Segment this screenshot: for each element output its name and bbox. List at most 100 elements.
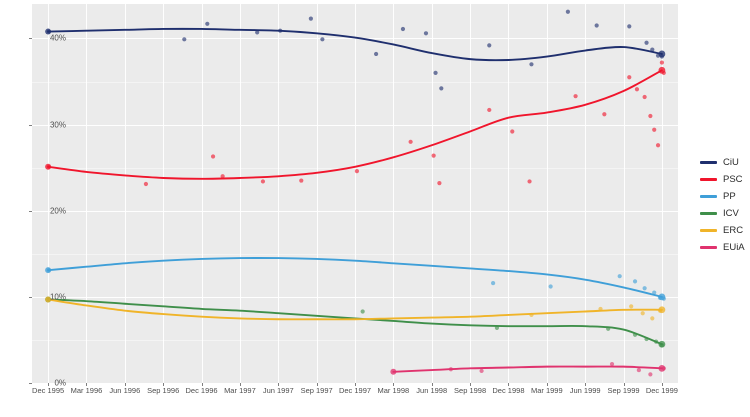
x-axis-tick-label: Jun 1998: [416, 386, 448, 395]
scatter-point-ciu: [255, 30, 260, 35]
x-axis-tick-mark: [508, 383, 510, 386]
x-axis-tick-label: Mar 1997: [224, 386, 256, 395]
gridline-x-mar-1999: [546, 4, 548, 383]
x-axis-tick-label: Dec 1999: [645, 386, 678, 395]
gridline-x-sep-1997: [316, 4, 318, 383]
legend-item-ciu[interactable]: CiU: [700, 157, 745, 168]
scatter-point-psc: [408, 139, 413, 144]
scatter-point-ciu: [374, 51, 379, 57]
scatter-point-psc: [659, 60, 664, 65]
x-axis-tick-label: Dec 1997: [338, 386, 372, 395]
scatter-point-euia: [636, 367, 641, 373]
trend-lines-group: [47, 27, 663, 373]
trend-line-erc: [47, 298, 663, 321]
legend-swatch-icon: [700, 161, 717, 164]
y-axis-tick-mark: [29, 296, 32, 298]
y-axis-tick-label: 0%: [54, 378, 66, 388]
scatter-point-psc: [627, 75, 632, 80]
x-axis-tick-label: Mar 1999: [530, 386, 563, 395]
legend-item-pp[interactable]: PP: [700, 191, 745, 202]
legend-item-erc[interactable]: ERC: [700, 225, 745, 236]
x-axis-tick-mark: [316, 383, 318, 386]
endpoint-end-pp: [658, 293, 666, 301]
x-axis-tick-label: Sep 1999: [607, 386, 640, 395]
legend-swatch-icon: [700, 178, 717, 181]
endpoint-start-pp: [45, 267, 52, 274]
legend-item-icv[interactable]: ICV: [700, 208, 745, 219]
scatter-point-psc: [648, 113, 653, 119]
legend-item-euia[interactable]: EUiA: [700, 242, 745, 253]
scatter-point-pp: [617, 274, 622, 279]
x-axis-tick-mark: [278, 383, 280, 386]
endpoint-markers-group: [45, 28, 666, 375]
scatter-point-ciu: [308, 16, 313, 21]
scatter-point-ciu: [565, 9, 571, 14]
scatter-point-pp: [652, 290, 657, 295]
gridline-x-dec-1999: [661, 4, 663, 383]
gridline-x-jun-1996: [124, 4, 126, 383]
scatter-point-erc: [640, 311, 645, 316]
scatter-point-erc: [650, 316, 655, 321]
gridline-x-dec-1996: [201, 4, 203, 383]
scatter-point-icv: [360, 309, 365, 314]
scatter-point-pp: [491, 280, 496, 286]
x-axis-tick-label: Mar 1996: [70, 386, 103, 395]
y-axis-tick-label: 40%: [49, 33, 66, 43]
scatter-point-euia: [648, 372, 653, 377]
plot-panel: [32, 4, 678, 383]
x-axis-tick-mark: [86, 383, 88, 386]
endpoint-end-euia: [658, 364, 666, 372]
scatter-point-ciu: [400, 26, 406, 32]
scatter-point-psc: [143, 181, 149, 187]
scatter-point-pp: [548, 284, 553, 289]
endpoint-end-psc: [658, 66, 666, 74]
scatter-point-psc: [573, 94, 578, 99]
x-axis-tick-label: Dec 1996: [185, 386, 218, 395]
legend-item-label: CiU: [723, 157, 739, 168]
scatter-point-psc: [354, 169, 360, 174]
gridline-x-mar-1997: [239, 4, 241, 383]
scatter-point-ciu: [433, 70, 438, 76]
scatter-point-euia: [609, 361, 615, 367]
legend-item-psc[interactable]: PSC: [700, 174, 745, 185]
trend-line-pp: [47, 257, 663, 298]
scatter-point-pp: [642, 286, 647, 291]
x-axis-tick-mark: [48, 383, 50, 386]
trend-line-ciu: [47, 27, 663, 62]
legend-item-label: PP: [723, 191, 736, 202]
y-axis-tick-mark: [29, 210, 32, 212]
x-axis-tick-label: Dec 1995: [32, 386, 65, 395]
scatter-point-psc: [487, 107, 492, 113]
x-axis-tick-mark: [124, 383, 126, 386]
x-axis-tick-label: Sep 1997: [300, 386, 333, 395]
endpoint-end-erc: [658, 306, 666, 314]
scatter-point-erc: [629, 304, 634, 309]
scatter-point-psc: [431, 153, 436, 158]
x-axis-tick-mark: [393, 383, 395, 386]
x-axis-tick-label: Sep 1996: [147, 386, 180, 395]
x-axis-tick-mark: [661, 383, 663, 386]
x-axis-tick-mark: [546, 383, 548, 386]
scatter-point-ciu: [423, 31, 429, 36]
trend-line-euia: [392, 365, 663, 373]
y-axis-tick-mark: [29, 38, 32, 40]
endpoint-start-psc: [45, 163, 52, 170]
x-axis-tick-label: Jun 1999: [569, 386, 601, 395]
y-axis-tick-label: 20%: [49, 206, 66, 216]
scatter-point-psc: [437, 181, 442, 186]
x-axis-tick-label: Mar 1998: [377, 386, 410, 395]
x-axis-tick-label: Jun 1996: [109, 386, 141, 395]
y-axis-tick-mark: [29, 124, 32, 126]
x-axis-tick-mark: [470, 383, 472, 386]
x-axis-tick-mark: [623, 383, 625, 386]
legend-swatch-icon: [700, 195, 717, 198]
endpoint-start-erc: [45, 296, 52, 303]
scatter-point-ciu: [205, 21, 210, 26]
legend-item-label: EUiA: [723, 242, 745, 253]
scatter-point-ciu: [529, 62, 534, 67]
gridline-x-dec-1995: [48, 4, 50, 383]
scatter-point-ciu: [487, 43, 492, 48]
legend-item-label: ERC: [723, 225, 744, 236]
trend-line-icv: [47, 298, 663, 346]
